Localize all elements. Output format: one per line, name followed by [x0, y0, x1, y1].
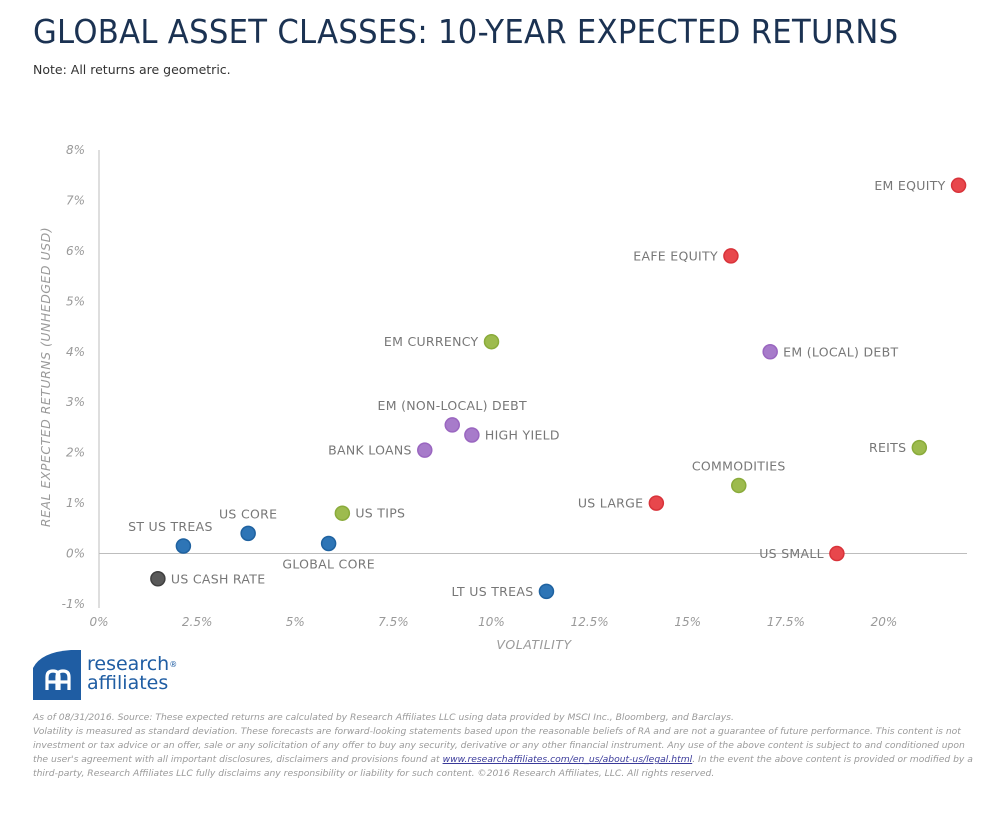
y-tick-label: 0% [66, 547, 85, 561]
x-axis-title: VOLATILITY [496, 637, 572, 652]
point-marker [444, 417, 460, 433]
y-tick-label: 7% [66, 193, 85, 207]
point-marker [334, 505, 351, 521]
point-marker [483, 333, 500, 350]
point-label: HIGH YIELD [485, 428, 560, 443]
x-tick-label: 2.5% [182, 615, 213, 629]
y-axis-title: REAL EXPECTED RETURNS (UNHEDGED USD) [38, 227, 53, 527]
data-point: REITS [869, 439, 928, 456]
data-point: EM (NON-LOCAL) DEBT [378, 398, 528, 433]
point-label: US TIPS [355, 506, 405, 521]
point-label: BANK LOANS [328, 443, 412, 458]
y-tick-label: 8% [66, 143, 85, 157]
data-point: US SMALL [759, 545, 845, 562]
point-label: US SMALL [759, 546, 824, 561]
point-label: EM (NON-LOCAL) DEBT [378, 398, 528, 413]
point-marker [731, 477, 747, 494]
point-marker [150, 571, 166, 587]
point-marker [417, 442, 433, 458]
logo-registered: ® [169, 660, 178, 669]
data-point: ST US TREAS [128, 519, 213, 554]
data-point: EM EQUITY [874, 177, 967, 194]
x-tick-label: 15% [674, 615, 701, 629]
data-point: US LARGE [578, 495, 665, 511]
x-tick-label: 12.5% [571, 615, 609, 629]
point-label: EM (LOCAL) DEBT [783, 344, 898, 359]
data-points: EM EQUITY EAFE EQUITY EM (LOCAL) DEBT EM CU… [128, 177, 967, 600]
footer-legal-text: Volatility is measured as standard devia… [33, 726, 965, 765]
data-point: HIGH YIELD [464, 427, 560, 443]
data-point: EM CURRENCY [384, 333, 500, 350]
point-marker [538, 583, 555, 600]
data-point: EM (LOCAL) DEBT [762, 344, 898, 360]
x-tick-label: 7.5% [378, 615, 409, 629]
data-point: BANK LOANS [328, 442, 433, 458]
point-marker [762, 344, 778, 360]
data-point: US CORE [219, 506, 277, 542]
data-point: EAFE EQUITY [633, 248, 739, 264]
footer-legal-text-end: . In the event the above content is prov… [33, 754, 973, 779]
tick-labels: 8% 7% 6% 5% 4% 3% 2% 1% 0% -1% 0% 2.5% 5% 7.5% 10% 12.5… [62, 143, 898, 629]
point-label: EM EQUITY [874, 178, 945, 193]
footer-source: As of 08/31/2016. Source: These expected… [33, 712, 734, 723]
point-label: GLOBAL CORE [282, 556, 375, 571]
point-label: REITS [869, 440, 906, 455]
point-label: EM CURRENCY [384, 334, 479, 349]
y-tick-label: 2% [66, 446, 85, 460]
data-point: US CASH RATE [150, 571, 266, 587]
x-tick-label: 20% [871, 615, 898, 629]
scatter-chart: 8% 7% 6% 5% 4% 3% 2% 1% 0% -1% 0% 2.5% 5% 7.5% 10% 12.5… [38, 143, 967, 652]
data-point: GLOBAL CORE [282, 535, 375, 571]
research-affiliates-logo-icon [33, 650, 81, 700]
logo-line1: research [87, 653, 170, 675]
footer-disclaimer: As of 08/31/2016. Source: These expected… [33, 711, 978, 781]
point-label: COMMODITIES [692, 458, 786, 473]
y-tick-label: 3% [66, 395, 85, 409]
legal-link[interactable]: www.researchaffiliates.com/en_us/about-u… [442, 754, 693, 765]
data-point: COMMODITIES [692, 458, 786, 494]
point-marker [723, 248, 739, 264]
x-tick-label: 5% [286, 615, 305, 629]
point-label: ST US TREAS [128, 519, 213, 534]
point-marker [911, 439, 928, 456]
point-marker [464, 427, 480, 443]
footer-legal: Volatility is measured as standard devia… [33, 725, 978, 781]
point-marker [240, 525, 256, 542]
logo-wordmark: research® affiliates [87, 655, 177, 693]
chart-title: GLOBAL ASSET CLASSES: 10-YEAR EXPECTED R… [33, 12, 899, 51]
x-tick-label: 17.5% [767, 615, 805, 629]
y-tick-label: 6% [66, 244, 85, 258]
axes [98, 150, 967, 608]
logo-line2: affiliates [87, 672, 169, 694]
point-marker [950, 177, 967, 194]
x-tick-label: 10% [478, 615, 505, 629]
point-marker [648, 495, 665, 511]
point-label: EAFE EQUITY [633, 248, 718, 263]
chart-note: Note: All returns are geometric. [33, 62, 231, 77]
point-label: US LARGE [578, 496, 644, 511]
point-marker [320, 535, 337, 552]
point-label: US CASH RATE [171, 571, 266, 586]
y-tick-label: 4% [66, 345, 85, 359]
data-point: LT US TREAS [452, 583, 555, 600]
data-point: US TIPS [334, 505, 405, 521]
x-tick-label: 0% [89, 615, 108, 629]
point-marker [175, 538, 192, 554]
point-label: US CORE [219, 506, 277, 521]
point-marker [829, 545, 845, 562]
y-tick-label: 5% [66, 294, 85, 308]
y-tick-label: 1% [66, 496, 85, 510]
point-label: LT US TREAS [452, 584, 534, 599]
y-tick-label: -1% [62, 597, 85, 611]
